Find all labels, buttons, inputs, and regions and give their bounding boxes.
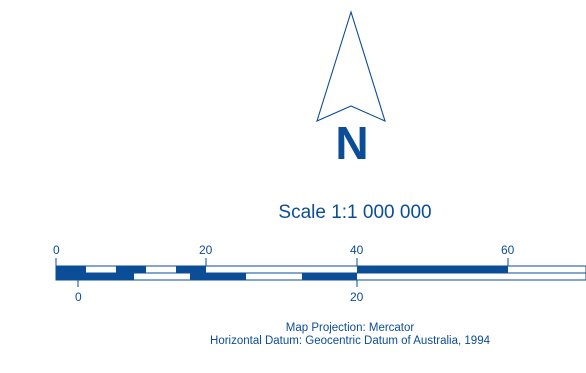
scale-segment — [357, 266, 508, 273]
scale-label-bottom-0: 0 — [75, 290, 82, 304]
map-projection-text: Map Projection: Mercator — [285, 322, 415, 334]
north-label: N — [335, 117, 369, 169]
scale-segment — [302, 273, 357, 280]
scale-segment — [190, 273, 246, 280]
scale-segment — [56, 273, 78, 280]
scale-label-top-20: 20 — [199, 243, 213, 257]
scale-label-bottom-20: 20 — [350, 290, 364, 304]
horizontal-datum-text: Horizontal Datum: Geocentric Datum of Au… — [210, 335, 490, 347]
scale-segment — [116, 266, 146, 273]
scale-label-top-40: 40 — [350, 243, 364, 257]
scale-title: Scale 1:1 000 000 — [278, 202, 432, 223]
scale-label-top-60: 60 — [501, 243, 515, 257]
scale-label-top-0: 0 — [53, 243, 60, 257]
scale-segment — [176, 266, 206, 273]
scale-segment — [78, 273, 134, 280]
scale-segment — [56, 266, 86, 273]
